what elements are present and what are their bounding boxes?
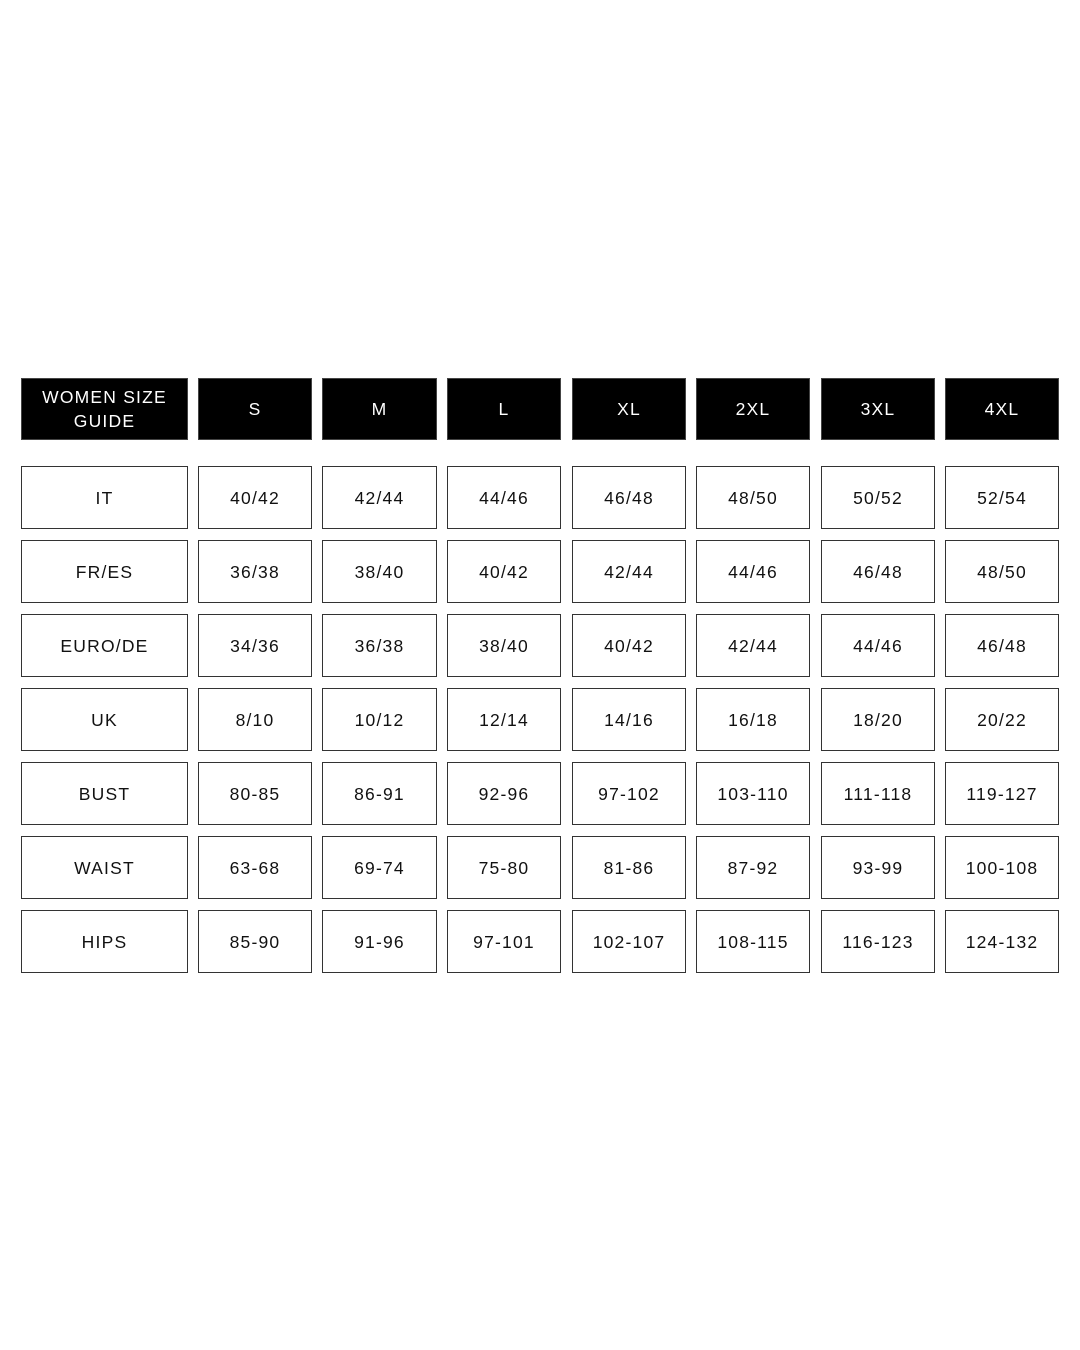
size-value-cell: 100-108	[945, 836, 1059, 899]
size-value-cell: 40/42	[447, 540, 561, 603]
size-header-xl: XL	[572, 378, 686, 440]
size-value-cell: 40/42	[572, 614, 686, 677]
size-value-cell: 36/38	[198, 540, 312, 603]
row-label-fr-es: FR/ES	[21, 540, 188, 603]
size-value-cell: 50/52	[821, 466, 935, 529]
size-header-s: S	[198, 378, 312, 440]
size-value-cell: 42/44	[322, 466, 437, 529]
size-value-cell: 44/46	[447, 466, 561, 529]
size-value-cell: 20/22	[945, 688, 1059, 751]
size-value-cell: 93-99	[821, 836, 935, 899]
size-value-cell: 52/54	[945, 466, 1059, 529]
size-value-cell: 80-85	[198, 762, 312, 825]
size-value-cell: 36/38	[322, 614, 437, 677]
size-value-cell: 111-118	[821, 762, 935, 825]
size-value-cell: 42/44	[696, 614, 810, 677]
size-value-cell: 81-86	[572, 836, 686, 899]
size-value-cell: 10/12	[322, 688, 437, 751]
size-value-cell: 44/46	[821, 614, 935, 677]
size-value-cell: 63-68	[198, 836, 312, 899]
size-value-cell: 69-74	[322, 836, 437, 899]
size-header-l: L	[447, 378, 561, 440]
size-header-4xl: 4XL	[945, 378, 1059, 440]
size-value-cell: 12/14	[447, 688, 561, 751]
size-header-m: M	[322, 378, 437, 440]
size-value-cell: 34/36	[198, 614, 312, 677]
size-value-cell: 46/48	[572, 466, 686, 529]
row-label-uk: UK	[21, 688, 188, 751]
size-value-cell: 103-110	[696, 762, 810, 825]
size-value-cell: 116-123	[821, 910, 935, 973]
size-header-3xl: 3XL	[821, 378, 935, 440]
size-value-cell: 86-91	[322, 762, 437, 825]
size-value-cell: 38/40	[322, 540, 437, 603]
size-value-cell: 97-101	[447, 910, 561, 973]
size-value-cell: 48/50	[696, 466, 810, 529]
size-value-cell: 48/50	[945, 540, 1059, 603]
row-label-euro-de: EURO/DE	[21, 614, 188, 677]
size-value-cell: 119-127	[945, 762, 1059, 825]
size-value-cell: 16/18	[696, 688, 810, 751]
size-value-cell: 87-92	[696, 836, 810, 899]
size-value-cell: 42/44	[572, 540, 686, 603]
size-value-cell: 38/40	[447, 614, 561, 677]
row-label-bust: BUST	[21, 762, 188, 825]
size-value-cell: 14/16	[572, 688, 686, 751]
size-value-cell: 75-80	[447, 836, 561, 899]
size-value-cell: 97-102	[572, 762, 686, 825]
size-value-cell: 108-115	[696, 910, 810, 973]
size-value-cell: 8/10	[198, 688, 312, 751]
size-value-cell: 40/42	[198, 466, 312, 529]
size-value-cell: 44/46	[696, 540, 810, 603]
row-label-waist: WAIST	[21, 836, 188, 899]
size-header-2xl: 2XL	[696, 378, 810, 440]
size-value-cell: 91-96	[322, 910, 437, 973]
size-value-cell: 46/48	[945, 614, 1059, 677]
table-title: WOMEN SIZE GUIDE	[21, 378, 188, 440]
size-value-cell: 18/20	[821, 688, 935, 751]
row-label-hips: HIPS	[21, 910, 188, 973]
size-value-cell: 124-132	[945, 910, 1059, 973]
size-value-cell: 102-107	[572, 910, 686, 973]
size-value-cell: 46/48	[821, 540, 935, 603]
row-label-it: IT	[21, 466, 188, 529]
size-value-cell: 85-90	[198, 910, 312, 973]
size-value-cell: 92-96	[447, 762, 561, 825]
